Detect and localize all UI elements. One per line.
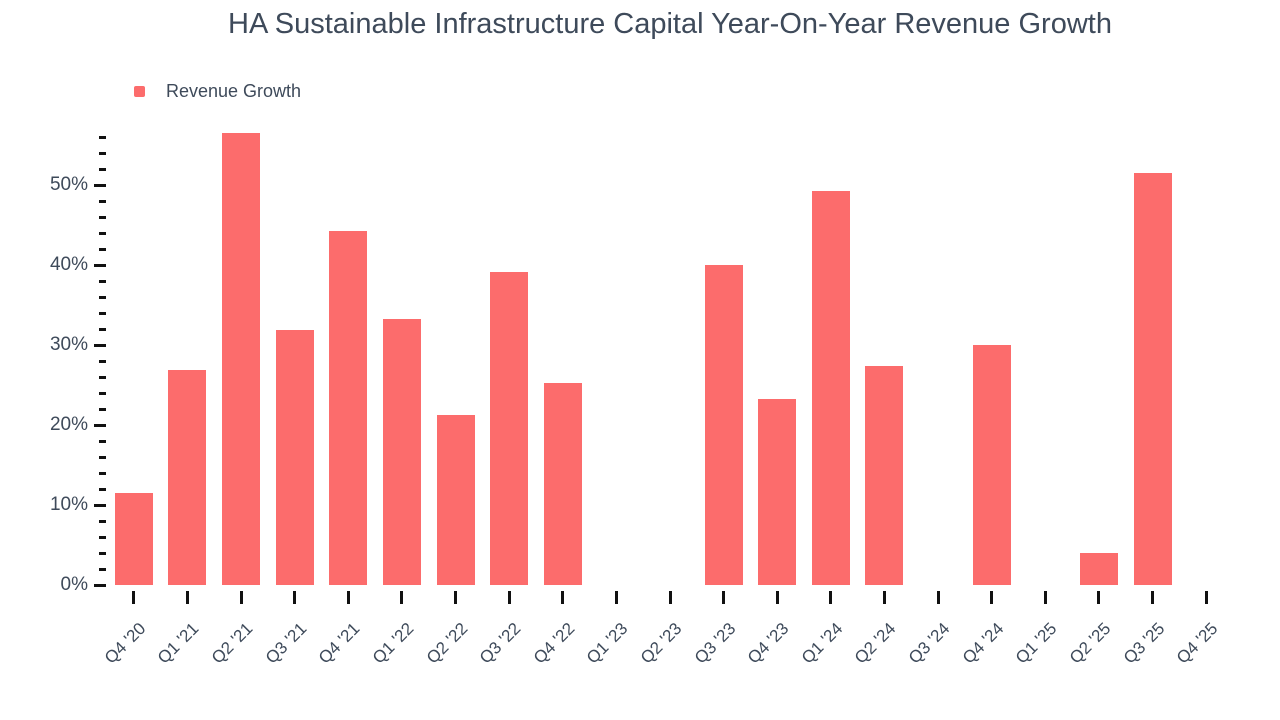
y-axis-minor-tick: [99, 151, 106, 155]
y-axis-minor-tick: [99, 167, 106, 171]
bar-q325[interactable]: [1133, 173, 1172, 585]
y-axis-minor-tick: [99, 535, 106, 539]
y-axis-minor-tick: [99, 311, 106, 315]
x-axis-tick: [1151, 591, 1155, 604]
y-axis-label: 0%: [60, 574, 88, 595]
y-axis-minor-tick: [99, 279, 106, 283]
chart-title: HA Sustainable Infrastructure Capital Ye…: [228, 8, 1112, 40]
x-axis-tick: [829, 591, 833, 604]
x-axis-tick: [239, 591, 243, 604]
bar-q321[interactable]: [275, 329, 314, 585]
y-axis-minor-tick: [99, 231, 106, 235]
bar-q222[interactable]: [436, 414, 475, 585]
y-axis-minor-tick: [99, 327, 106, 331]
x-axis-tick: [1097, 591, 1101, 604]
bar-q124[interactable]: [811, 191, 850, 585]
y-axis-label: 30%: [49, 334, 88, 355]
y-axis-minor-tick: [99, 135, 106, 139]
bar-q420[interactable]: [114, 493, 153, 585]
y-axis-major-tick: [94, 263, 106, 267]
y-axis-minor-tick: [99, 215, 106, 219]
bar-q323[interactable]: [704, 265, 743, 585]
legend-swatch-icon: [134, 86, 145, 97]
y-axis-major-tick: [94, 583, 106, 587]
y-axis-minor-tick: [99, 551, 106, 555]
x-axis-tick: [1204, 591, 1208, 604]
y-axis-minor-tick: [99, 295, 106, 299]
bar-q122[interactable]: [382, 318, 421, 585]
x-axis-tick: [185, 591, 189, 604]
y-axis-label: 20%: [49, 414, 88, 435]
plot-area: 0% 10% 20% 30% 40% 50% Q4 '20 Q1 '21 Q2 '21 Q3 '2…: [50, 133, 1233, 667]
bar-q221[interactable]: [222, 133, 261, 585]
bar-q224[interactable]: [865, 365, 904, 585]
legend-label: Revenue Growth: [166, 81, 302, 101]
x-axis-tick: [990, 591, 994, 604]
y-axis-major-tick: [94, 183, 106, 187]
x-axis-tick: [614, 591, 618, 604]
x-axis-tick: [454, 591, 458, 604]
y-axis-minor-tick: [99, 567, 106, 571]
y-axis-minor-tick: [99, 359, 106, 363]
x-axis-tick: [293, 591, 297, 604]
y-axis-major-tick: [94, 423, 106, 427]
y-axis-minor-tick: [99, 199, 106, 203]
bar-q422[interactable]: [543, 382, 582, 585]
x-axis-tick: [722, 591, 726, 604]
x-axis-tick: [936, 591, 940, 604]
x-axis-tick: [1043, 591, 1047, 604]
x-axis-tick: [132, 591, 136, 604]
y-axis-minor-tick: [99, 391, 106, 395]
bar-q421[interactable]: [329, 230, 368, 585]
y-axis-major-tick: [94, 503, 106, 507]
bar-q423[interactable]: [758, 399, 797, 585]
bar-q322[interactable]: [490, 272, 529, 585]
y-axis-label: 50%: [49, 174, 88, 195]
x-axis-tick: [346, 591, 350, 604]
x-axis-tick: [561, 591, 565, 604]
y-axis-label: 10%: [49, 494, 88, 515]
legend-item-revenue-growth[interactable]: Revenue Growth: [134, 81, 301, 102]
y-axis-major-tick: [94, 343, 106, 347]
y-axis-minor-tick: [99, 407, 106, 411]
bar-q121[interactable]: [168, 369, 207, 585]
bar-q424[interactable]: [972, 345, 1011, 585]
y-axis-minor-tick: [99, 471, 106, 475]
x-axis-tick: [400, 591, 404, 604]
x-axis-tick: [507, 591, 511, 604]
y-axis-minor-tick: [99, 487, 106, 491]
y-axis-minor-tick: [99, 375, 106, 379]
x-axis-tick: [668, 591, 672, 604]
y-axis-minor-tick: [99, 519, 106, 523]
y-axis-label: 40%: [49, 254, 88, 275]
y-axis-minor-tick: [99, 439, 106, 443]
y-axis-minor-tick: [99, 247, 106, 251]
x-axis-tick: [775, 591, 779, 604]
bar-q225[interactable]: [1079, 553, 1118, 585]
y-axis-minor-tick: [99, 455, 106, 459]
x-axis-tick: [882, 591, 886, 604]
